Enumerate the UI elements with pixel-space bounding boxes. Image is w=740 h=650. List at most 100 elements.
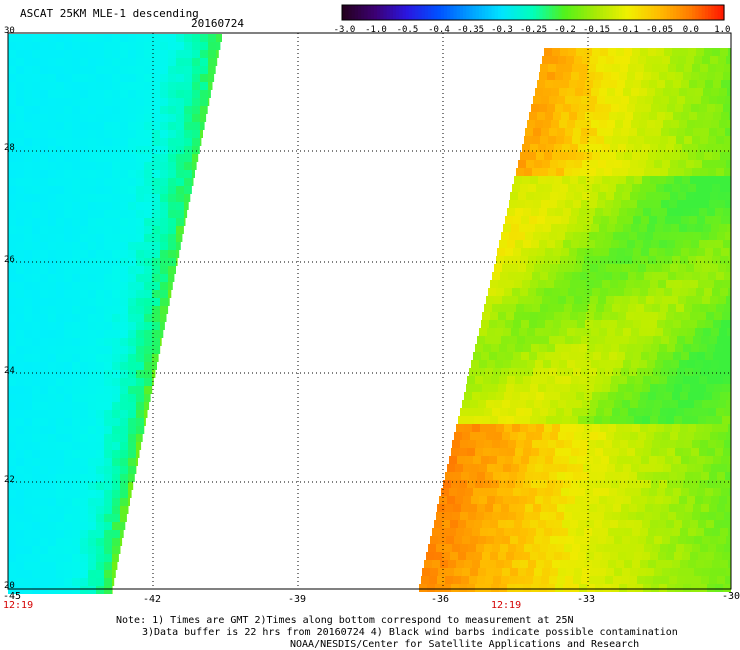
- map-title: ASCAT 25KM MLE-1 descending: [20, 7, 199, 20]
- colorbar-segment: [434, 5, 439, 20]
- colorbar-segment: [628, 5, 633, 20]
- time-label: 12:19: [491, 600, 522, 611]
- colorbar-segment: [431, 5, 435, 20]
- colorbar-segment: [647, 5, 652, 20]
- colorbar-segment: [494, 5, 499, 20]
- colorbar-segment: [583, 5, 588, 20]
- colorbar-segment: [577, 5, 582, 20]
- colorbar-segment: [399, 5, 404, 20]
- colorbar-segment: [685, 5, 690, 20]
- lon-tick: -33: [577, 594, 596, 605]
- colorbar-segment: [536, 5, 540, 20]
- colorbar-segment: [666, 5, 671, 20]
- colorbar-segment: [593, 5, 598, 20]
- colorbar-segment: [631, 5, 636, 20]
- colorbar-segment: [660, 5, 665, 20]
- colorbar-segment: [517, 5, 521, 20]
- colorbar-segment: [720, 5, 725, 20]
- swath-left: [8, 34, 222, 594]
- colorbar-segment: [491, 5, 496, 20]
- colorbar-segment: [545, 5, 550, 20]
- colorbar-segment: [373, 5, 378, 20]
- colorbar-segment: [650, 5, 655, 20]
- colorbar-label: 1.0: [714, 25, 731, 35]
- map-date: 20160724: [191, 17, 244, 30]
- colorbar-segment: [603, 5, 607, 20]
- colorbar-segment: [418, 5, 423, 20]
- graticule: [8, 33, 731, 589]
- colorbar-segment: [472, 5, 477, 20]
- colorbar-segment: [478, 5, 483, 20]
- colorbar-segment: [424, 5, 429, 20]
- colorbar-segment: [714, 5, 719, 20]
- colorbar-segment: [488, 5, 493, 20]
- colorbar-segment: [453, 5, 458, 20]
- colorbar-segment: [692, 5, 696, 20]
- colorbar-segment: [386, 5, 391, 20]
- colorbar-label: -0.05: [646, 25, 674, 35]
- colorbar-segment: [501, 5, 505, 20]
- lat-tick: 22: [4, 475, 15, 485]
- lon-tick: -39: [288, 594, 307, 605]
- colorbar-segment: [456, 5, 461, 20]
- colorbar-segment: [704, 5, 709, 20]
- colorbar-segment: [634, 5, 639, 20]
- colorbar-segment: [412, 5, 416, 20]
- lat-tick: 28: [4, 143, 15, 153]
- colorbar-label: -0.35: [457, 25, 485, 35]
- colorbar-segment: [599, 5, 604, 20]
- colorbar-label: -0.15: [583, 25, 611, 35]
- colorbar-segment: [485, 5, 490, 20]
- colorbar-segment: [357, 5, 362, 20]
- colorbar-segment: [552, 5, 556, 20]
- colorbar-segment: [447, 5, 451, 20]
- colorbar: [341, 4, 725, 21]
- colorbar-segment: [663, 5, 668, 20]
- colorbar-segment: [539, 5, 544, 20]
- colorbar-segment: [510, 5, 515, 20]
- colorbar-segment: [596, 5, 601, 20]
- colorbar-segment: [392, 5, 397, 20]
- plot-frame: [7, 32, 732, 590]
- colorbar-segment: [504, 5, 509, 20]
- colorbar-segment: [396, 5, 400, 20]
- lat-tick: 24: [4, 366, 15, 376]
- colorbar-segment: [408, 5, 413, 20]
- colorbar-segment: [342, 5, 346, 20]
- colorbar-segment: [443, 5, 448, 20]
- colorbar-segment: [450, 5, 455, 20]
- colorbar-segment: [523, 5, 528, 20]
- note-line: 3)Data buffer is 22 hrs from 20160724 4)…: [142, 627, 678, 638]
- colorbar-segment: [590, 5, 595, 20]
- colorbar-segment: [669, 5, 674, 20]
- colorbar-segment: [415, 5, 419, 20]
- colorbar-segment: [459, 5, 464, 20]
- colorbar-segment: [389, 5, 394, 20]
- colorbar-segment: [682, 5, 687, 20]
- colorbar-segment: [475, 5, 480, 20]
- lon-tick: -36: [431, 594, 450, 605]
- colorbar-segment: [717, 5, 722, 20]
- colorbar-segment: [421, 5, 426, 20]
- colorbar-segment: [701, 5, 706, 20]
- colorbar-segment: [695, 5, 700, 20]
- colorbar-segment: [526, 5, 531, 20]
- colorbar-segment: [405, 5, 410, 20]
- colorbar-segment: [348, 5, 353, 20]
- colorbar-segment: [580, 5, 585, 20]
- colorbar-segment: [370, 5, 375, 20]
- colorbar-segment: [345, 5, 349, 20]
- colorbar-label: -0.3: [491, 25, 513, 35]
- colorbar-segment: [555, 5, 560, 20]
- colorbar-segment: [612, 5, 617, 20]
- colorbar-label: -0.25: [520, 25, 548, 35]
- colorbar-segment: [548, 5, 553, 20]
- colorbar-segment: [529, 5, 534, 20]
- colorbar-segment: [574, 5, 579, 20]
- colorbar-segment: [466, 5, 470, 20]
- colorbar-label: 0.0: [682, 25, 699, 35]
- colorbar-segment: [564, 5, 569, 20]
- colorbar-segment: [558, 5, 563, 20]
- colorbar-segment: [561, 5, 566, 20]
